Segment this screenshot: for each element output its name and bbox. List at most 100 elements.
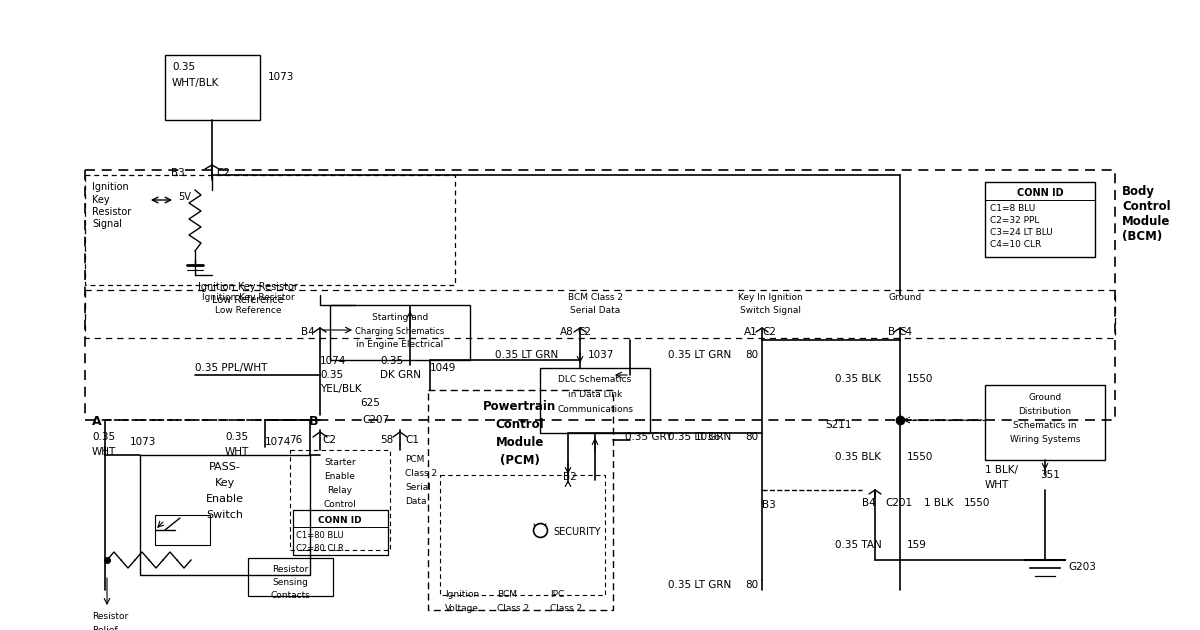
Text: Class 2: Class 2 — [550, 604, 582, 613]
Text: 1073: 1073 — [130, 437, 156, 447]
Text: 1036: 1036 — [695, 432, 721, 442]
Text: Charging Schematics: Charging Schematics — [355, 327, 445, 336]
Bar — [290, 450, 390, 550]
Text: Low Reference: Low Reference — [215, 306, 281, 315]
Text: B4: B4 — [862, 498, 876, 508]
Text: 1 BLK/: 1 BLK/ — [985, 465, 1018, 475]
Text: 0.35 LT GRN: 0.35 LT GRN — [668, 580, 731, 590]
Text: BCM: BCM — [497, 590, 517, 599]
Text: 0.35 TAN: 0.35 TAN — [835, 540, 882, 550]
Text: 0.35: 0.35 — [226, 432, 248, 442]
Text: 1550: 1550 — [964, 498, 990, 508]
Text: C2: C2 — [577, 327, 592, 337]
Bar — [985, 385, 1105, 460]
Text: Key In Ignition: Key In Ignition — [738, 293, 803, 302]
Text: in Engine Electrical: in Engine Electrical — [356, 340, 444, 349]
Text: Signal: Signal — [92, 219, 122, 229]
Text: Enable: Enable — [324, 472, 355, 481]
Text: Resistor: Resistor — [92, 207, 131, 217]
Bar — [985, 182, 1096, 257]
Text: C2: C2 — [322, 435, 336, 445]
Text: C3=24 LT BLU: C3=24 LT BLU — [990, 228, 1052, 237]
Text: 1049: 1049 — [430, 363, 456, 373]
Text: 0.35 GRY: 0.35 GRY — [625, 432, 672, 442]
Text: S211: S211 — [826, 420, 852, 430]
Text: G203: G203 — [1068, 562, 1096, 572]
Text: 625: 625 — [360, 398, 380, 408]
Text: 0.35: 0.35 — [320, 370, 343, 380]
Text: PCM: PCM — [406, 455, 425, 464]
Text: Class 2: Class 2 — [406, 469, 437, 478]
Text: Class 2: Class 2 — [497, 604, 529, 613]
Text: Low Reference: Low Reference — [212, 295, 284, 305]
Text: C1: C1 — [406, 435, 419, 445]
Text: 351: 351 — [1040, 470, 1060, 480]
Bar — [540, 368, 650, 433]
Text: A8: A8 — [560, 327, 574, 337]
Text: C4=10 CLR: C4=10 CLR — [990, 240, 1042, 249]
Text: 0.35 LT GRN: 0.35 LT GRN — [668, 350, 731, 360]
Text: C1=8 BLU: C1=8 BLU — [990, 204, 1036, 213]
Text: Switch Signal: Switch Signal — [739, 306, 800, 315]
Text: YEL/BLK: YEL/BLK — [320, 384, 361, 394]
Text: Ground: Ground — [888, 293, 922, 302]
Text: 1037: 1037 — [588, 350, 614, 360]
Text: 0.35 PPL/WHT: 0.35 PPL/WHT — [194, 363, 268, 373]
Text: Ignition: Ignition — [445, 590, 479, 599]
Text: 1 BLK: 1 BLK — [924, 498, 954, 508]
Text: 1550: 1550 — [907, 374, 934, 384]
Text: B2: B2 — [563, 472, 577, 482]
Text: Starter: Starter — [324, 458, 356, 467]
Bar — [293, 510, 388, 555]
Text: B: B — [308, 415, 318, 428]
Text: DK GRN: DK GRN — [380, 370, 421, 380]
Text: (PCM): (PCM) — [500, 454, 540, 467]
Text: Enable: Enable — [206, 494, 244, 504]
Text: 58: 58 — [379, 435, 394, 445]
Text: 80: 80 — [745, 432, 758, 442]
Text: 0.35 BLK: 0.35 BLK — [835, 452, 881, 462]
Text: IPC: IPC — [550, 590, 564, 599]
Text: A1: A1 — [744, 327, 758, 337]
Text: CONN ID: CONN ID — [1016, 188, 1063, 198]
Text: 1073: 1073 — [268, 72, 294, 82]
Text: Resistor: Resistor — [92, 612, 128, 621]
Text: (BCM): (BCM) — [1122, 230, 1163, 243]
Text: C2: C2 — [216, 168, 230, 178]
Text: Serial: Serial — [406, 483, 431, 492]
Text: Sensing: Sensing — [272, 578, 308, 587]
Text: Control: Control — [1122, 200, 1171, 213]
Text: 0.35: 0.35 — [172, 62, 196, 72]
Text: 1074: 1074 — [265, 437, 292, 447]
Text: 0.35: 0.35 — [380, 356, 403, 366]
Text: WHT: WHT — [985, 480, 1009, 490]
Text: Powertrain: Powertrain — [484, 400, 557, 413]
Text: Key: Key — [92, 195, 109, 205]
Text: Serial Data: Serial Data — [570, 306, 620, 315]
Text: 0.35: 0.35 — [92, 432, 115, 442]
Text: C1=80 BLU: C1=80 BLU — [296, 531, 343, 540]
Text: Control: Control — [324, 500, 356, 509]
Text: Module: Module — [496, 436, 544, 449]
Text: 0.35 LT GRN: 0.35 LT GRN — [668, 432, 731, 442]
Text: Communications: Communications — [557, 405, 634, 414]
Text: PASS-: PASS- — [209, 462, 241, 472]
Text: Relief: Relief — [92, 626, 118, 630]
Bar — [330, 305, 470, 360]
Text: Distribution: Distribution — [1019, 407, 1072, 416]
Text: Schematics in: Schematics in — [1013, 421, 1076, 430]
Text: B3: B3 — [762, 500, 775, 510]
Text: CONN ID: CONN ID — [318, 516, 362, 525]
Text: Ignition Key Resistor: Ignition Key Resistor — [198, 282, 298, 292]
Text: WHT: WHT — [92, 447, 116, 457]
Bar — [85, 175, 455, 285]
Text: Starting and: Starting and — [372, 313, 428, 322]
Text: Ground: Ground — [1028, 393, 1062, 402]
Text: 1550: 1550 — [907, 452, 934, 462]
Bar — [140, 455, 310, 575]
Text: C2=32 PPL: C2=32 PPL — [990, 216, 1039, 225]
Text: 1074: 1074 — [320, 356, 347, 366]
Text: Switch: Switch — [206, 510, 244, 520]
Text: Data: Data — [406, 497, 426, 506]
Text: 159: 159 — [907, 540, 926, 550]
